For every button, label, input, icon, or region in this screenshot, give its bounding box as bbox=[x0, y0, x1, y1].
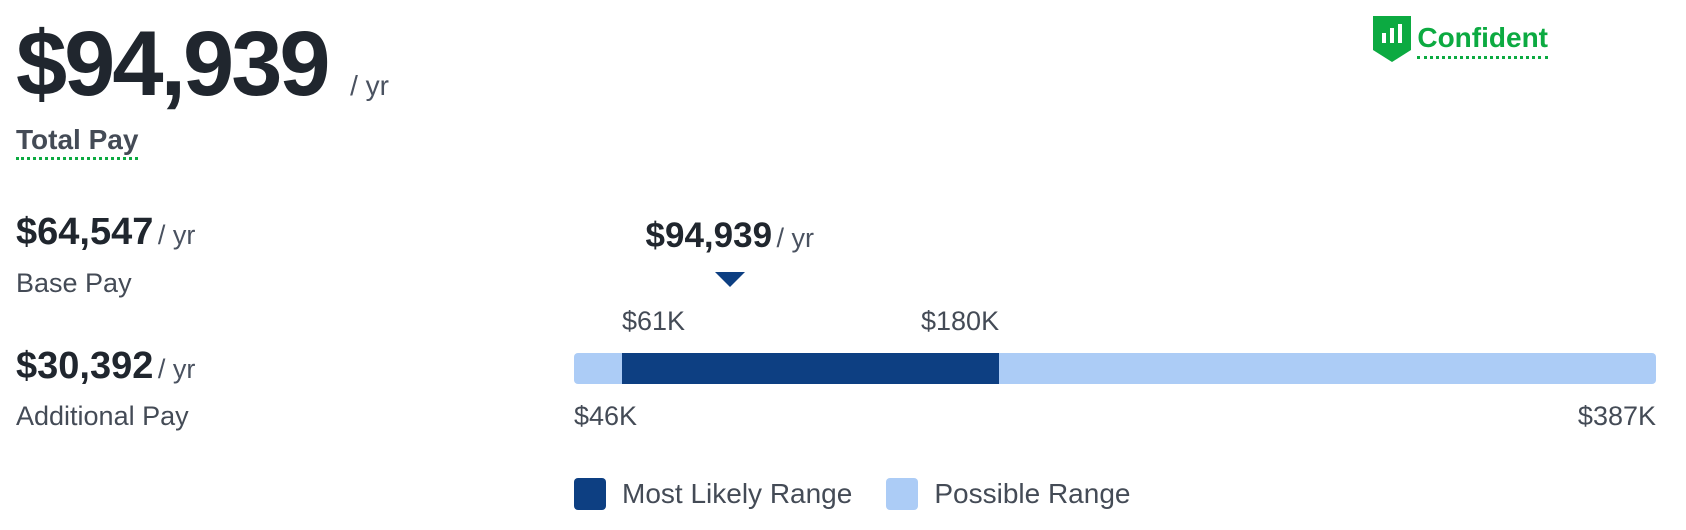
total-pay-unit: / yr bbox=[350, 70, 390, 101]
median-marker: $94,939 / yr bbox=[646, 218, 814, 254]
total-pay-value: $94,939 / yr bbox=[16, 18, 389, 110]
median-marker-arrow bbox=[714, 272, 745, 287]
base-pay-value: $64,547 / yr bbox=[16, 213, 195, 251]
additional-pay-label: Additional Pay bbox=[16, 401, 189, 431]
median-marker-amount: $94,939 bbox=[645, 216, 773, 255]
confidence-badge[interactable]: Confident bbox=[1373, 16, 1548, 62]
most-likely-range-bar bbox=[622, 353, 999, 384]
base-pay-amount: $64,547 bbox=[16, 211, 154, 253]
shield-chart-icon bbox=[1373, 16, 1412, 62]
range-legend: Most Likely Range Possible Range bbox=[574, 478, 1164, 510]
possible-high-label: $387K bbox=[1577, 401, 1656, 431]
additional-pay-unit: / yr bbox=[157, 354, 196, 384]
total-pay-label[interactable]: Total Pay bbox=[16, 124, 139, 160]
possible-range-bar bbox=[574, 353, 1656, 384]
most-likely-legend-label: Most Likely Range bbox=[622, 478, 853, 509]
base-pay-label: Base Pay bbox=[16, 268, 132, 298]
base-pay-unit: / yr bbox=[157, 220, 196, 250]
total-pay-amount: $94,939 bbox=[16, 13, 331, 115]
additional-pay-value: $30,392 / yr bbox=[16, 347, 195, 385]
additional-pay-amount: $30,392 bbox=[16, 345, 154, 387]
most-likely-low-label: $61K bbox=[622, 306, 686, 336]
most-likely-high-label: $180K bbox=[921, 306, 1000, 336]
median-marker-unit: / yr bbox=[776, 223, 815, 253]
confidence-label: Confident bbox=[1417, 22, 1548, 59]
possible-low-label: $46K bbox=[574, 401, 638, 431]
possible-swatch bbox=[886, 478, 919, 510]
most-likely-swatch bbox=[574, 478, 606, 510]
possible-legend-label: Possible Range bbox=[934, 478, 1131, 509]
